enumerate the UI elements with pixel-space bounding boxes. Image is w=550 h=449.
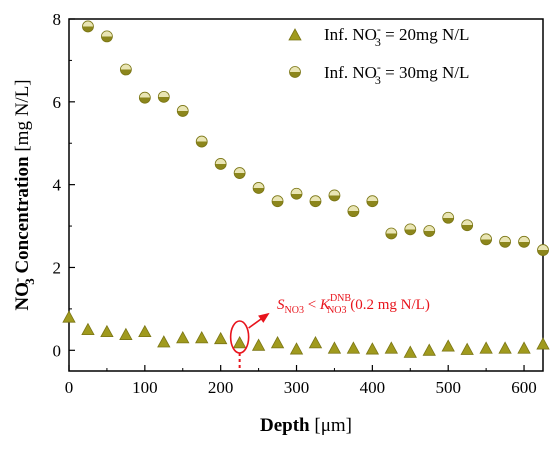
point-30mg [442,211,455,224]
point-20mg [119,327,133,340]
point-30mg [480,233,493,246]
point-30mg [101,30,113,43]
point-20mg [195,331,209,344]
point-30mg [271,195,284,208]
legend-label-30mg: Inf. NO-3 = 30mg N/L [324,60,469,87]
point-20mg [232,336,247,349]
legend: Inf. NO-3 = 20mg N/L Inf. NO-3 = 30mg N/… [288,22,469,87]
point-30mg [82,20,94,33]
point-20mg [536,337,550,350]
point-20mg [176,331,190,344]
legend-marker-circle [289,66,301,78]
x-axis-title: Depth [μm] [260,415,352,436]
legend-label-20mg: Inf. NO-3 = 20mg N/L [324,22,469,49]
point-30mg [404,223,417,236]
y-axis-title: NO-3 Concentration [mg N/L] [9,79,37,310]
point-30mg [537,244,549,256]
point-20mg [384,341,398,354]
x-tick-label: 500 [435,378,461,397]
x-tick-label: 0 [65,378,74,397]
point-20mg [62,310,76,323]
point-30mg [252,182,265,194]
point-30mg [366,195,379,208]
point-30mg [290,187,303,200]
point-30mg [233,167,246,179]
point-20mg [498,341,512,354]
series-20mg [62,310,550,358]
x-tick-label: 200 [208,378,234,397]
y-tick-label: 4 [53,176,62,195]
x-tick-label: 300 [284,378,310,397]
point-30mg [347,205,360,218]
point-20mg [441,339,455,352]
point-30mg [518,235,530,248]
annotation: SNO3 < KDNB NO3 (0.2 mg N/L) [229,293,430,371]
x-tick-label: 100 [132,378,158,397]
y-tick-label: 0 [53,341,62,360]
point-20mg [214,331,228,345]
plot-frame [68,18,544,372]
y-axis: 0 2 4 6 8 [53,10,75,360]
x-tick-label: 400 [360,378,386,397]
point-20mg [157,335,171,348]
legend-marker-triangle [288,28,302,41]
point-20mg [517,341,531,354]
point-20mg [289,342,304,355]
point-20mg [460,342,474,355]
point-30mg [309,195,322,208]
point-20mg [327,341,342,354]
point-30mg [119,63,132,76]
point-30mg [138,91,151,104]
point-30mg [157,90,170,103]
annotation-label: SNO3 < KDNB NO3 (0.2 mg N/L) [277,293,430,316]
point-30mg [328,189,341,202]
point-20mg [251,338,266,351]
point-20mg [100,324,114,338]
point-30mg [195,135,208,148]
point-20mg [346,341,361,354]
point-30mg [385,227,398,240]
y-tick-label: 2 [53,258,62,277]
y-tick-label: 8 [53,10,62,29]
point-30mg [176,105,189,117]
x-tick-label: 600 [511,378,537,397]
annotation-arrowhead [258,312,270,323]
point-30mg [499,235,511,248]
series-30mg [82,20,549,256]
point-20mg [270,336,285,349]
x-axis: 0 100 200 300 400 500 600 [65,365,537,397]
point-20mg [479,341,493,354]
point-20mg [403,345,417,358]
point-20mg [308,336,323,349]
point-30mg [423,225,436,237]
point-20mg [81,322,95,335]
point-20mg [422,343,436,356]
point-20mg [138,324,152,338]
point-30mg [214,158,227,170]
y-tick-label: 6 [53,93,62,112]
point-20mg [365,342,380,355]
point-30mg [461,219,474,232]
